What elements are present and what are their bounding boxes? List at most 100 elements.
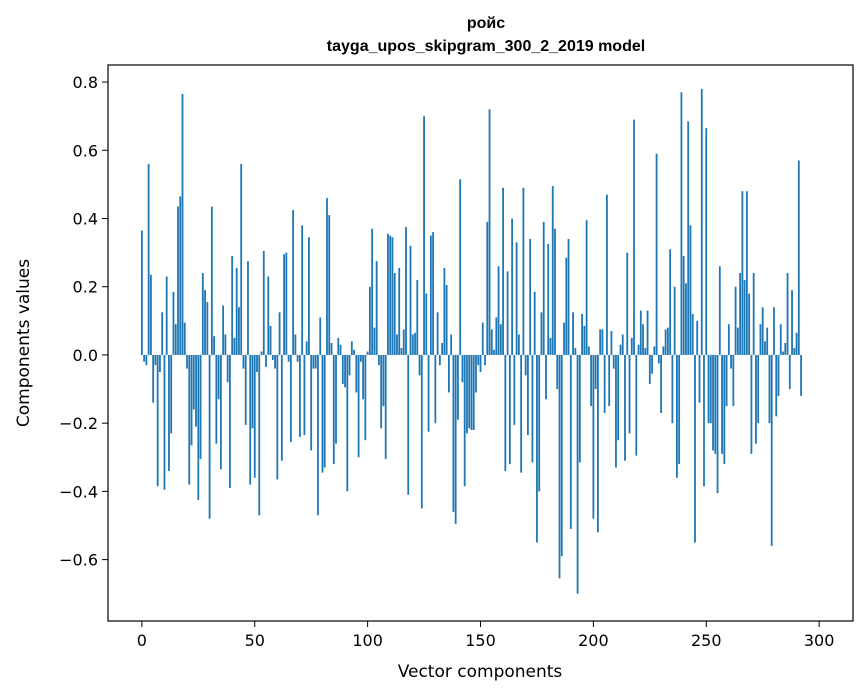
bar-266 — [741, 191, 744, 355]
bar-258 — [723, 354, 726, 465]
bar-170 — [524, 354, 527, 376]
bar-256 — [718, 266, 721, 355]
bar-47 — [247, 261, 249, 355]
bar-77 — [314, 354, 317, 369]
bar-62 — [280, 354, 283, 461]
bar-68 — [294, 334, 297, 355]
bar-126 — [425, 293, 428, 355]
bars-group — [140, 88, 802, 594]
bar-19 — [183, 322, 186, 355]
bar-232 — [664, 329, 667, 355]
bar-263 — [734, 286, 737, 355]
bar-257 — [721, 354, 723, 454]
bar-106 — [380, 354, 383, 429]
bar-161 — [504, 354, 507, 471]
bar-142 — [461, 354, 464, 383]
x-tick-label: 100 — [352, 631, 383, 650]
bar-236 — [673, 286, 676, 355]
bar-50 — [253, 354, 256, 478]
bar-272 — [755, 354, 757, 444]
bar-83 — [328, 215, 331, 355]
bar-137 — [450, 334, 453, 355]
bar-80 — [321, 354, 324, 473]
bar-21 — [188, 354, 191, 485]
bar-288 — [791, 290, 793, 355]
bar-39 — [229, 354, 231, 488]
bar-253 — [712, 354, 714, 451]
bar-64 — [285, 252, 288, 355]
bar-207 — [608, 354, 611, 407]
bar-57 — [269, 325, 272, 355]
bar-192 — [574, 348, 577, 355]
bar-227 — [653, 346, 656, 355]
bar-284 — [782, 351, 784, 355]
bar-53 — [260, 351, 263, 355]
bar-184 — [556, 354, 559, 390]
bar-178 — [542, 221, 545, 355]
bar-155 — [490, 329, 493, 355]
bar-191 — [572, 312, 574, 355]
bar-81 — [323, 354, 326, 468]
bar-177 — [540, 312, 543, 355]
bar-240 — [682, 256, 685, 355]
bar-196 — [583, 325, 586, 355]
bar-239 — [680, 92, 683, 355]
bar-180 — [547, 244, 550, 355]
bar-114 — [398, 267, 401, 355]
bar-202 — [596, 354, 599, 533]
bar-82 — [326, 198, 328, 355]
bar-265 — [739, 273, 742, 355]
bar-292 — [800, 354, 802, 396]
bar-208 — [610, 331, 613, 355]
bar-100 — [366, 351, 369, 355]
bar-29 — [206, 302, 209, 355]
bar-228 — [655, 153, 658, 355]
bar-210 — [615, 354, 617, 468]
bar-58 — [271, 354, 274, 361]
bar-174 — [533, 291, 536, 355]
bar-237 — [676, 354, 678, 478]
bar-221 — [639, 310, 642, 355]
bar-279 — [770, 354, 773, 546]
bar-274 — [759, 324, 762, 355]
bar-124 — [420, 354, 423, 509]
bar-108 — [384, 354, 387, 459]
y-tick-label: −0.2 — [59, 414, 98, 433]
bar-157 — [495, 317, 498, 355]
bar-115 — [400, 348, 403, 355]
bar-275 — [761, 307, 764, 355]
bar-148 — [475, 354, 477, 393]
bar-22 — [190, 354, 193, 446]
bar-273 — [757, 354, 760, 424]
bar-152 — [484, 354, 486, 366]
bar-135 — [445, 285, 448, 355]
bar-271 — [752, 273, 755, 355]
bar-283 — [779, 324, 782, 355]
bar-128 — [429, 235, 432, 355]
bar-67 — [292, 209, 295, 355]
bar-245 — [694, 354, 696, 543]
bar-11 — [165, 276, 168, 355]
bar-43 — [238, 307, 240, 355]
bar-145 — [468, 354, 471, 429]
x-axis-label: Vector components — [398, 662, 563, 682]
bar-176 — [538, 354, 541, 492]
bar-197 — [585, 220, 588, 355]
bar-86 — [335, 354, 337, 444]
x-tick-label: 150 — [465, 631, 496, 650]
bar-244 — [691, 314, 694, 355]
bar-246 — [696, 320, 699, 355]
bar-134 — [443, 267, 446, 355]
bar-229 — [657, 354, 660, 364]
bar-241 — [685, 283, 687, 355]
bar-102 — [371, 228, 374, 355]
y-tick-label: 0.6 — [73, 141, 98, 160]
bar-98 — [362, 354, 365, 400]
bar-264 — [736, 327, 739, 355]
bar-222 — [642, 324, 644, 355]
bar-199 — [590, 354, 593, 407]
bar-61 — [278, 312, 281, 355]
y-tick-label: 0.2 — [73, 278, 98, 297]
bar-97 — [359, 354, 362, 362]
bar-195 — [581, 314, 583, 355]
